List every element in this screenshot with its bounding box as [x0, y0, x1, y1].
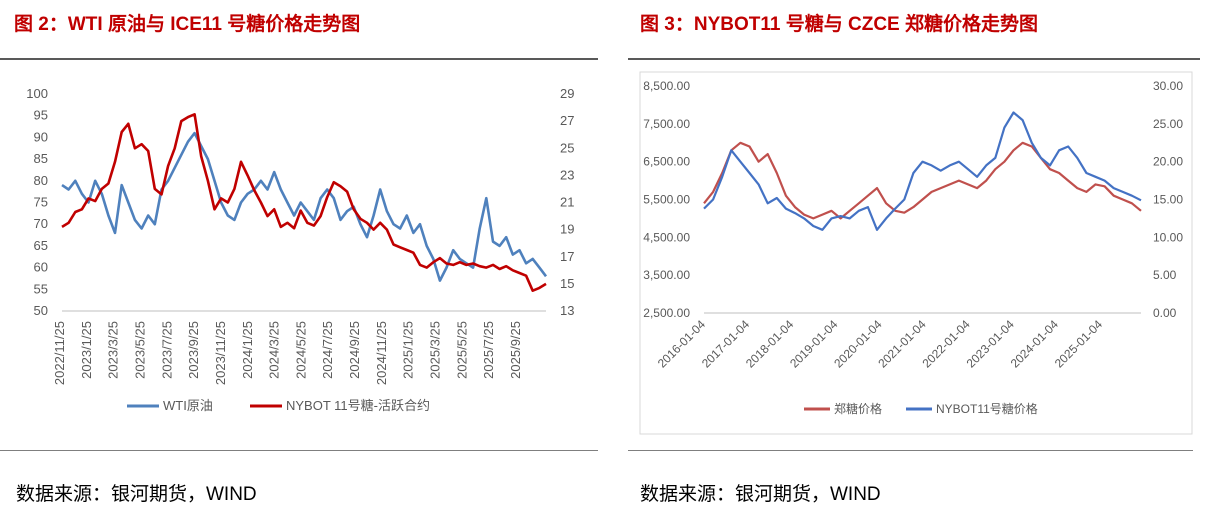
- left-y-right-tick: 25: [560, 140, 574, 155]
- right-y-left-tick: 8,500.00: [643, 79, 690, 93]
- left-y-left-tick: 85: [34, 151, 48, 166]
- left-bottom-rule: [0, 450, 598, 451]
- right-x-tick: 2025-01-04: [1052, 317, 1106, 371]
- right-figure-panel: 图 3：NYBOT11 号糖与 CZCE 郑糖价格走势图 8,500.00 7,5…: [628, 0, 1213, 514]
- left-series-line-2: [61, 113, 547, 293]
- left-y-left-tick: 75: [34, 195, 48, 210]
- right-title-rule: [628, 58, 1200, 60]
- right-plot-frame: [639, 71, 1193, 435]
- left-chart: 100 95 90 85 80 75 70 65 60 55 50 29 27 25 23 21 19 17 15 1…: [26, 86, 574, 413]
- left-title-rule: [0, 58, 598, 60]
- right-y-right-tick: 25.00: [1153, 117, 1183, 131]
- left-y-right-tick: 27: [560, 113, 574, 128]
- left-y-right-tick: 15: [560, 276, 574, 291]
- right-series-line-1: [703, 141, 1142, 220]
- left-x-tick: 2024/7/25: [320, 321, 335, 379]
- right-y-right-tick: 5.00: [1153, 268, 1177, 282]
- left-y-right-tick: 21: [560, 195, 574, 210]
- left-y-left-tick: 50: [34, 303, 48, 318]
- right-source-note: 数据来源：银河期货，WIND: [640, 484, 881, 505]
- left-x-tick: 2025/7/25: [481, 321, 496, 379]
- right-y-left-tick: 3,500.00: [643, 268, 690, 282]
- left-y-left-tick: 95: [34, 108, 48, 123]
- left-x-tick: 2023/5/25: [132, 321, 147, 379]
- right-y-left-tick: 7,500.00: [643, 117, 690, 131]
- left-legend-label-1: WTI原油: [163, 398, 213, 413]
- left-x-tick: 2024/11/25: [374, 321, 389, 385]
- left-x-tick: 2023/9/25: [186, 321, 201, 379]
- right-y-right-tick: 20.00: [1153, 155, 1183, 169]
- left-x-tick: 2025/5/25: [454, 321, 469, 379]
- left-x-tick: 2023/1/25: [79, 321, 94, 379]
- left-x-tick: 2024/1/25: [240, 321, 255, 379]
- left-legend-label-2: NYBOT 11号糖-活跃合约: [286, 398, 430, 413]
- left-x-tick: 2025/1/25: [401, 321, 416, 379]
- left-y-left-tick: 55: [34, 281, 48, 296]
- left-y-left-tick: 70: [34, 216, 48, 231]
- left-figure-panel: 图 2：WTI 原油与 ICE11 号糖价格走势图 100 95 90 85 80 75 7…: [0, 0, 600, 514]
- right-series-line-2: [703, 111, 1142, 231]
- left-x-tick: 2024/5/25: [293, 321, 308, 379]
- left-y-right-tick: 13: [560, 303, 574, 318]
- right-legend-label-1: 郑糖价格: [834, 401, 882, 416]
- right-y-left-tick: 6,500.00: [643, 155, 690, 169]
- left-figure-title: 图 2：WTI 原油与 ICE11 号糖价格走势图: [14, 14, 361, 35]
- left-x-tick: 2022/11/25: [52, 321, 67, 385]
- left-series-line-1: [61, 131, 548, 282]
- right-chart: 8,500.00 7,500.00 6,500.00 5,500.00 4,500.00…: [639, 71, 1193, 435]
- right-legend-label-2: NYBOT11号糖价格: [936, 401, 1038, 416]
- right-y-right-tick: 15.00: [1153, 193, 1183, 207]
- left-y-right-tick: 19: [560, 222, 574, 237]
- right-y-left-tick: 4,500.00: [643, 230, 690, 244]
- left-x-tick: 2023/3/25: [106, 321, 121, 379]
- left-x-tick: 2023/11/25: [213, 321, 228, 385]
- left-x-tick: 2024/9/25: [347, 321, 362, 379]
- left-y-right-tick: 17: [560, 249, 574, 264]
- left-y-left-tick: 90: [34, 129, 48, 144]
- right-y-left-tick: 5,500.00: [643, 193, 690, 207]
- right-y-right-tick: 10.00: [1153, 230, 1183, 244]
- right-y-left-tick: 2,500.00: [643, 306, 690, 320]
- left-x-tick: 2023/7/25: [159, 321, 174, 379]
- left-y-right-tick: 29: [560, 86, 574, 101]
- right-bottom-rule: [628, 450, 1193, 451]
- left-x-tick: 2025/9/25: [508, 321, 523, 379]
- left-source-note: 数据来源：银河期货，WIND: [16, 484, 257, 505]
- left-y-left-tick: 100: [26, 86, 48, 101]
- left-y-right-tick: 23: [560, 167, 574, 182]
- left-y-left-tick: 60: [34, 260, 48, 275]
- left-y-left-tick: 65: [34, 238, 48, 253]
- left-x-tick: 2025/3/25: [428, 321, 443, 379]
- right-figure-title: 图 3：NYBOT11 号糖与 CZCE 郑糖价格走势图: [640, 14, 1038, 35]
- left-x-tick: 2024/3/25: [267, 321, 282, 379]
- right-y-right-tick: 30.00: [1153, 79, 1183, 93]
- right-y-right-tick: 0.00: [1153, 306, 1177, 320]
- left-y-left-tick: 80: [34, 173, 48, 188]
